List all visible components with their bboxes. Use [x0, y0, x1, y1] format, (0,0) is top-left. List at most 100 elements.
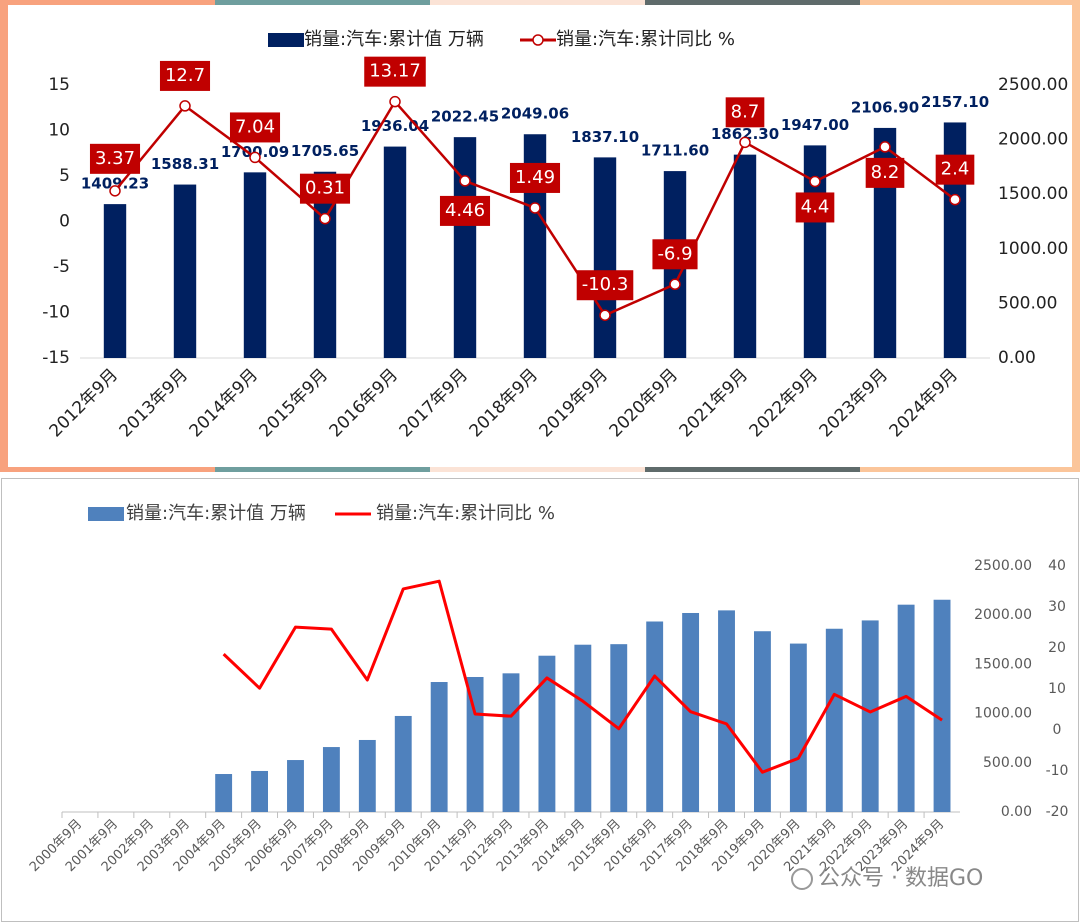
bar [466, 676, 484, 812]
y-tick-label: -10 [42, 303, 70, 323]
bar-label: 1409.23 [81, 175, 149, 193]
y2-tick-label: 40 [1048, 558, 1066, 574]
line-marker [809, 175, 821, 188]
line-marker [459, 175, 471, 187]
frame-strip [0, 0, 215, 5]
frame-strip [860, 0, 1080, 5]
bar [215, 774, 233, 812]
line-label-box [795, 192, 835, 223]
line-label-box [865, 157, 905, 188]
bar [538, 655, 556, 812]
bar-label: 1588.31 [151, 155, 219, 173]
bar [593, 157, 617, 358]
frame-strip [430, 0, 645, 5]
bar [789, 643, 807, 812]
y-tick-label: -15 [42, 348, 70, 368]
line-label: 7.04 [235, 116, 275, 137]
bar-label: 2106.90 [851, 98, 919, 116]
line-label-box [299, 173, 351, 204]
line-label: 0.31 [305, 178, 345, 199]
line-label: 1.49 [515, 167, 555, 188]
line-label: 13.17 [369, 61, 421, 82]
legend-swatch [268, 33, 304, 47]
bar-label: 1862.30 [711, 125, 779, 143]
line-marker [249, 151, 261, 164]
bar-label: 1947.00 [781, 116, 849, 134]
line-marker [599, 309, 611, 321]
line-marker [949, 193, 961, 206]
y2-tick-label: 2000.00 [998, 130, 1068, 150]
bar-label: 1705.65 [291, 142, 359, 160]
line-label-box [89, 143, 141, 174]
line-marker [739, 136, 751, 149]
watermark: 公众号 · 数据GO [791, 866, 983, 891]
line-marker [879, 141, 891, 153]
bar [733, 154, 757, 358]
line-label-box [652, 239, 698, 270]
bar-label: 1711.60 [641, 142, 709, 160]
line-label: -6.9 [657, 243, 692, 264]
frame-strip [215, 0, 430, 5]
y2-tick-label: 2500.00 [998, 75, 1068, 95]
line-marker [319, 212, 331, 225]
frame-strip [430, 467, 645, 472]
bar-label: 1837.10 [571, 128, 639, 146]
frame-strip [645, 467, 860, 472]
bar [251, 770, 269, 812]
y-tick-label: 0.00 [1001, 804, 1032, 820]
y-tick-label: 1000.00 [974, 706, 1032, 722]
bar [103, 204, 127, 358]
y-tick-label: 0 [59, 212, 70, 232]
y-tick-label: 10 [48, 121, 70, 141]
line-label-box [439, 195, 491, 226]
watermark-icon [791, 868, 813, 890]
line-label: 12.7 [165, 65, 205, 86]
bar-label: 2157.10 [921, 93, 989, 111]
line-label: 4.4 [801, 196, 830, 217]
line-label-box [159, 60, 211, 91]
line-label-box [935, 154, 975, 185]
frame-left [0, 0, 8, 472]
bar [453, 137, 477, 358]
y-tick-label: 15 [48, 75, 70, 95]
line-marker [529, 202, 541, 214]
line [222, 579, 943, 774]
y2-tick-label: 1000.00 [998, 239, 1068, 259]
bar [173, 184, 197, 358]
y2-tick-label: 30 [1048, 599, 1066, 615]
line-marker [109, 185, 121, 197]
y-tick-label: 2500.00 [974, 558, 1032, 574]
line-label: 8.2 [871, 162, 900, 183]
bar [287, 760, 304, 812]
y2-tick-label: 10 [1048, 681, 1066, 697]
bar [430, 682, 448, 812]
watermark-text: 公众号 · 数据GO [818, 866, 983, 891]
bar [897, 604, 915, 812]
y2-tick-label: 0 [1053, 722, 1062, 738]
bar [358, 739, 376, 812]
line-label-box [509, 162, 561, 193]
bar [574, 644, 592, 812]
bar [322, 747, 340, 812]
bar [933, 599, 951, 812]
line-label: 8.7 [731, 101, 760, 122]
y-tick-label: 5 [59, 166, 70, 186]
y2-tick-label: 1500.00 [998, 184, 1068, 204]
line-label-box [229, 112, 281, 143]
bar [825, 628, 843, 812]
y2-tick-label: -20 [1046, 804, 1069, 820]
bar [502, 673, 520, 812]
frame-strip [215, 467, 430, 472]
line-marker [179, 100, 191, 112]
legend-label: 销量:汽车:累计值 万辆 [126, 503, 306, 524]
bar [753, 631, 771, 812]
line-label: -10.3 [582, 274, 629, 295]
bar [243, 172, 267, 358]
line-marker [669, 278, 681, 291]
frame-strip [0, 467, 215, 472]
line-label: 2.4 [941, 159, 970, 180]
line-label: 4.46 [445, 200, 485, 221]
line-label-box [576, 270, 634, 301]
bar-label: 2049.06 [501, 105, 569, 123]
